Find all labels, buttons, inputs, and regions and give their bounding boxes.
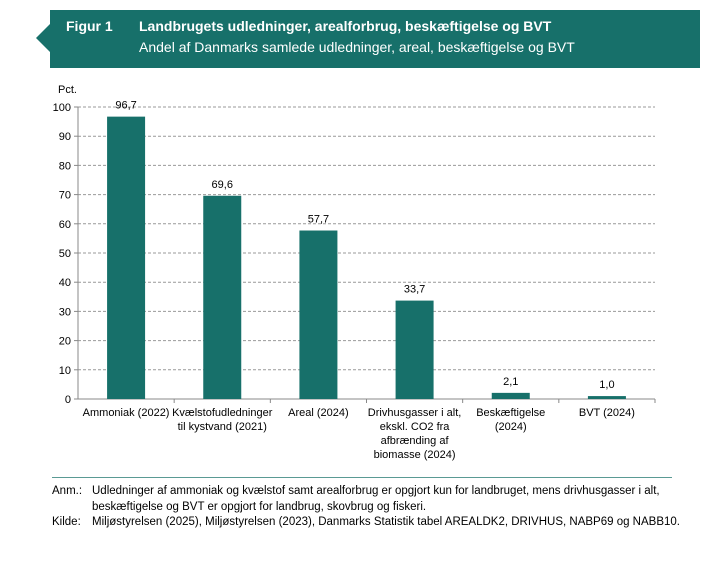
y-tick-label: 60 — [59, 219, 71, 231]
data-label: 57,7 — [308, 214, 329, 226]
x-tick-label: Areal (2024) — [288, 407, 349, 419]
data-label: 69,6 — [212, 179, 233, 191]
y-tick-label: 0 — [65, 394, 71, 406]
x-tick-label: Beskæftigelse — [476, 407, 545, 419]
source-text: Miljøstyrelsen (2025), Miljøstyrelsen (2… — [92, 516, 680, 528]
note-line: beskæftigelse og BVT er opgjort for land… — [92, 500, 427, 513]
x-tick-label: Ammoniak (2022) — [83, 407, 170, 419]
y-tick-label: 80 — [59, 160, 71, 172]
x-tick-label: ekskl. CO2 fra — [380, 421, 451, 433]
chart-subtitle: Andel af Danmarks samlede udledninger, a… — [139, 39, 575, 55]
y-tick-label: 30 — [59, 306, 71, 318]
data-label: 2,1 — [503, 376, 518, 388]
source-label: Kilde: — [52, 516, 81, 528]
note-label: Anm.: — [52, 485, 83, 497]
bar — [491, 392, 530, 399]
divider — [52, 477, 672, 478]
y-tick-label: 100 — [53, 102, 71, 114]
bar-chart: Pct. 0 10 20 30 40 50 60 70 80 90 100 96,7 Ammoniak (… — [53, 84, 656, 461]
chart-title: Landbrugets udledninger, arealforbrug, b… — [139, 18, 552, 34]
y-tick-label: 70 — [59, 190, 71, 202]
x-tick-label: Drivhusgasser i alt, — [368, 407, 462, 419]
x-tick-label: afbrænding af — [381, 435, 450, 447]
bar — [587, 396, 626, 399]
y-tick-label: 50 — [59, 248, 71, 260]
bar — [299, 230, 338, 399]
y-tick-label: 40 — [59, 277, 71, 289]
bar — [203, 195, 242, 399]
data-label: 96,7 — [115, 100, 136, 112]
header-arrow — [36, 24, 50, 52]
y-tick-label: 20 — [59, 336, 71, 348]
x-tick-label: Kvælstofudledninger — [172, 407, 273, 419]
x-tick-label: biomasse (2024) — [374, 449, 456, 461]
y-tick-label: 90 — [59, 131, 71, 143]
bar — [107, 116, 146, 400]
bar — [395, 300, 434, 399]
header-band — [50, 10, 700, 68]
y-tick-label: 10 — [59, 365, 71, 377]
footer: Anm.: Udledninger af ammoniak og kvælstof… — [52, 484, 680, 531]
note-line: Udledninger af ammoniak og kvælstof samt… — [92, 485, 660, 497]
figure-label: Figur 1 — [66, 18, 113, 34]
x-tick-label: BVT (2024) — [579, 407, 635, 419]
data-label: 33,7 — [404, 284, 425, 296]
data-label: 1,0 — [599, 379, 614, 391]
note-text: Udledninger af ammoniak og kvælstof samt… — [92, 484, 660, 515]
x-tick-label: (2024) — [495, 421, 527, 433]
y-axis-label: Pct. — [58, 84, 77, 96]
x-tick-label: til kystvand (2021) — [178, 421, 267, 433]
